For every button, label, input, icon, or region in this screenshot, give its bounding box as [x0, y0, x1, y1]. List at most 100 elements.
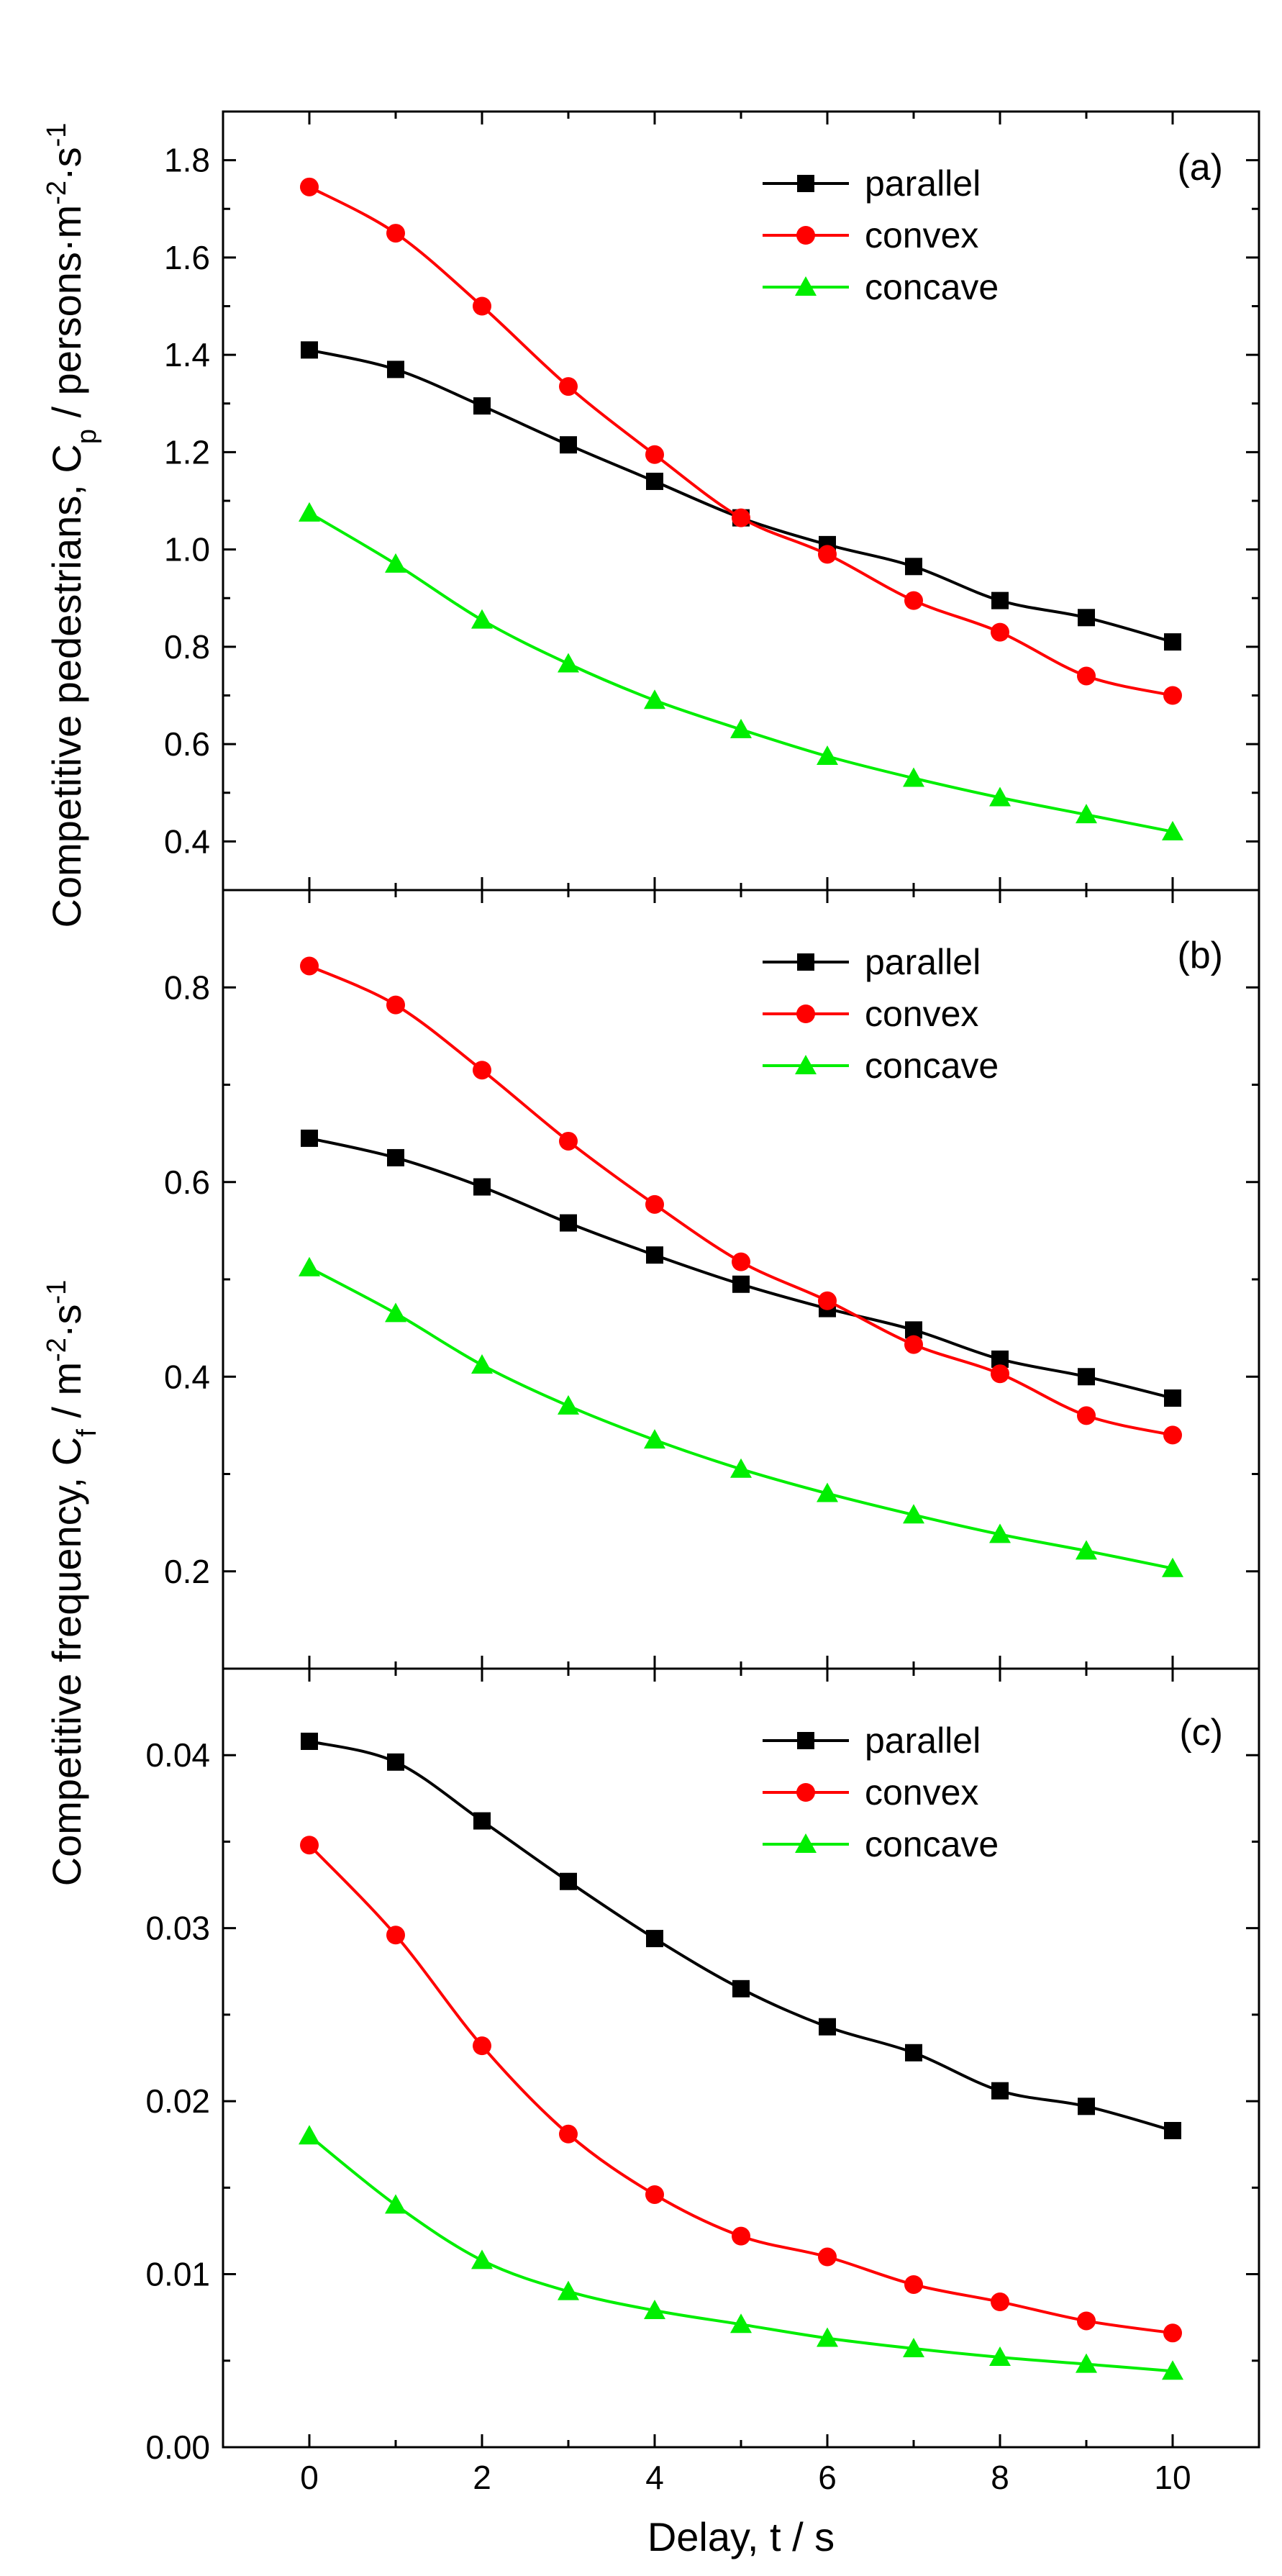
legend-marker-b-parallel: [797, 953, 814, 971]
y-title-b-unit: / m: [44, 1362, 89, 1429]
point-b-concave-1: [385, 1302, 406, 1323]
point-a-parallel-2: [473, 397, 491, 415]
point-c-convex-10: [1163, 2323, 1182, 2343]
point-c-concave-9: [1076, 2353, 1097, 2373]
point-a-parallel-9: [1078, 609, 1095, 627]
legend-label-c-parallel: parallel: [865, 1720, 981, 1761]
point-b-parallel-4: [646, 1246, 663, 1264]
y-title-a-sub: p: [72, 429, 102, 444]
legend-marker-c-convex: [796, 1783, 815, 1802]
point-b-parallel-3: [560, 1214, 577, 1232]
x-tick-label-1: 2: [473, 2459, 491, 2496]
point-c-parallel-2: [473, 1812, 491, 1830]
point-b-convex-3: [559, 1131, 578, 1151]
point-b-convex-5: [732, 1252, 750, 1271]
point-b-parallel-9: [1078, 1368, 1095, 1386]
y-tick-label-c-2: 0.02: [145, 2082, 210, 2120]
panel-a-label: (a): [1177, 147, 1223, 189]
point-b-convex-7: [904, 1335, 923, 1354]
point-b-convex-0: [300, 956, 319, 976]
point-a-parallel-10: [1164, 633, 1181, 651]
point-a-parallel-7: [905, 558, 922, 576]
legend-marker-b-convex: [796, 1004, 815, 1023]
y-tick-label-b-1: 0.4: [164, 1358, 210, 1395]
panel-c-label: (c): [1179, 1712, 1223, 1754]
point-c-concave-7: [903, 2337, 924, 2357]
point-b-parallel-0: [301, 1129, 318, 1147]
point-a-concave-4: [644, 689, 665, 709]
series-line-a-convex: [309, 186, 1173, 697]
point-c-concave-2: [471, 2249, 493, 2269]
y-tick-label-b-2: 0.6: [164, 1164, 210, 1201]
point-b-convex-1: [386, 995, 405, 1015]
x-tick-label-3: 6: [818, 2459, 837, 2496]
y-tick-label-a-4: 1.2: [164, 433, 210, 471]
point-b-parallel-1: [387, 1148, 404, 1166]
y-title-b-main: Competitive frequency, C: [44, 1437, 89, 1887]
point-a-concave-0: [299, 502, 320, 522]
point-a-convex-6: [818, 545, 837, 564]
point-c-convex-1: [386, 1926, 405, 1945]
point-c-parallel-7: [905, 2044, 922, 2062]
series-line-c-concave: [308, 2134, 1173, 2373]
point-a-parallel-4: [646, 472, 663, 490]
point-b-concave-0: [299, 1256, 320, 1276]
point-a-concave-7: [903, 767, 924, 787]
point-c-convex-6: [818, 2247, 837, 2267]
y-title-a-unit: / persons·m: [44, 205, 89, 429]
series-line-a-parallel: [309, 348, 1173, 644]
y-tick-label-c-1: 0.01: [145, 2256, 210, 2293]
y-title-b-sup1: -2: [42, 1338, 72, 1362]
point-a-concave-3: [558, 653, 579, 673]
y-title-a-main: Competitive pedestrians, C: [44, 444, 89, 928]
point-b-concave-3: [558, 1394, 579, 1415]
y-title-a-sup2: -1: [42, 123, 72, 148]
point-a-convex-2: [473, 296, 491, 316]
series-line-c-parallel: [309, 1740, 1173, 2132]
panel-b-label: (b): [1177, 935, 1223, 976]
point-b-concave-2: [471, 1354, 493, 1374]
point-c-parallel-9: [1078, 2097, 1095, 2115]
point-c-parallel-5: [732, 1979, 750, 1997]
point-a-concave-2: [471, 609, 493, 629]
point-b-convex-8: [991, 1364, 1009, 1384]
y-tick-label-a-2: 0.8: [164, 628, 210, 666]
y-tick-label-c-3: 0.03: [145, 1910, 210, 1947]
point-b-concave-5: [730, 1458, 752, 1478]
legend-marker-c-parallel: [797, 1732, 814, 1749]
point-b-parallel-5: [732, 1275, 750, 1293]
legend-label-b-parallel: parallel: [865, 942, 981, 982]
point-a-convex-1: [386, 224, 405, 243]
point-b-convex-4: [645, 1194, 664, 1214]
legend-label-a-convex: convex: [865, 215, 978, 255]
y-axis-title-a: Competitive pedestrians, Cp / persons·m -…: [42, 123, 102, 928]
point-c-concave-1: [385, 2194, 406, 2214]
point-c-convex-5: [732, 2226, 750, 2246]
point-b-parallel-2: [473, 1178, 491, 1196]
point-b-convex-9: [1077, 1406, 1096, 1425]
point-a-parallel-1: [387, 360, 404, 378]
legend-label-a-parallel: parallel: [865, 163, 981, 204]
y-tick-label-a-1: 0.6: [164, 725, 210, 763]
point-b-concave-9: [1076, 1540, 1097, 1560]
series-line-c-convex: [308, 1843, 1173, 2335]
point-c-parallel-10: [1164, 2121, 1181, 2139]
y-tick-label-a-6: 1.6: [164, 239, 210, 276]
legend-label-c-concave: concave: [865, 1824, 999, 1864]
point-c-parallel-6: [819, 2018, 836, 2036]
point-a-concave-10: [1162, 820, 1183, 840]
point-a-convex-5: [732, 508, 750, 527]
point-c-concave-3: [558, 2280, 579, 2300]
y-tick-label-b-0: 0.2: [164, 1553, 210, 1590]
point-a-convex-0: [300, 177, 319, 196]
legend-marker-b-concave: [795, 1055, 817, 1074]
point-a-convex-9: [1077, 666, 1096, 686]
point-a-convex-10: [1163, 686, 1182, 705]
point-c-convex-7: [904, 2275, 923, 2294]
legend-marker-a-convex: [796, 226, 815, 245]
point-a-parallel-8: [991, 591, 1009, 609]
point-c-convex-4: [645, 2185, 664, 2204]
x-tick-label-5: 10: [1154, 2459, 1191, 2496]
point-c-convex-8: [991, 2292, 1009, 2312]
